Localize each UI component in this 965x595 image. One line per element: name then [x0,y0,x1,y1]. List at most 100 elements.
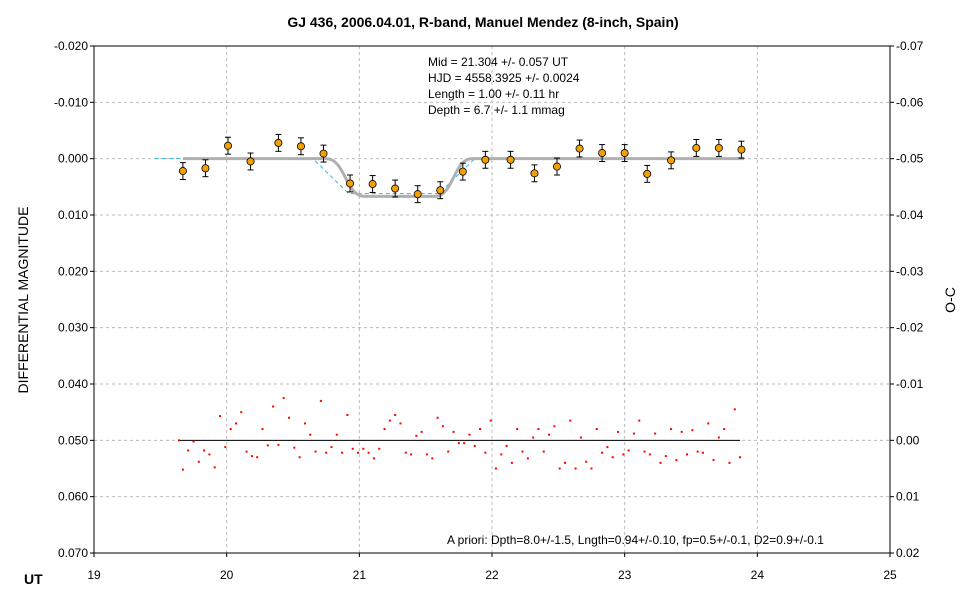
y-right-tick-label: 0.01 [896,490,920,504]
residual-point [526,457,529,460]
residual-point [250,455,253,458]
residual-point [632,432,635,435]
residual-point [479,428,482,431]
residual-point [425,453,428,456]
data-point [714,143,723,152]
data-point [178,167,187,176]
residual-point [473,444,476,447]
data-point [530,169,539,178]
y-right-tick-label: -0.06 [896,95,924,109]
data-point [319,149,328,158]
data-point [223,141,232,150]
residual-point [659,461,662,464]
data-point [201,164,210,173]
residual-point [675,459,678,462]
residual-point [266,444,269,447]
residual-point [208,453,211,456]
y-axis-right-ticks: -0.07 -0.06 -0.05 -0.04 -0.03 -0.02 -0.01 0.00 0… [890,39,924,560]
residual-point [622,453,625,456]
y-tick-label: -0.020 [54,39,88,53]
residual-point [595,428,598,431]
residual-point [510,461,513,464]
residual-point [707,422,710,425]
residual-point [648,453,651,456]
residual-point [357,451,360,454]
residual-point [245,450,248,453]
residual-point [516,428,519,431]
residual-point [177,439,180,442]
residual-point [351,447,354,450]
data-point [391,184,400,193]
residual-point [670,428,673,431]
residual-point [468,433,471,436]
residual-point [452,430,455,433]
residual-point [388,419,391,422]
data-point [737,145,746,154]
fit-annotation-hjd: HJD = 4558.3925 +/- 0.0024 [428,71,580,85]
residual-point [234,422,237,425]
y-tick-label: 0.010 [58,208,88,222]
y-tick-label: -0.010 [54,95,88,109]
residual-point [229,428,232,431]
data-point [667,156,676,165]
residual-point [654,432,657,435]
residual-point [372,457,375,460]
y-right-tick-label: -0.05 [896,152,924,166]
residual-point [601,451,604,454]
residual-point [219,415,222,418]
y-axis-label-left: DIFFERENTIAL MAGNITUDE [15,207,31,394]
y-right-tick-label: -0.07 [896,39,924,53]
residual-point [574,467,577,470]
residual-point [585,460,588,463]
residual-point [579,436,582,439]
residual-point [537,428,540,431]
residual-point [404,451,407,454]
residual-point [261,428,264,431]
residual-point [611,456,614,459]
x-axis-label: UT [24,571,43,587]
residual-point [638,419,641,422]
data-point [692,143,701,152]
y-tick-label: 0.030 [58,321,88,335]
residual-point [521,450,524,453]
data-point [506,155,515,164]
residual-point [346,413,349,416]
residual-point [399,422,402,425]
residual-point [341,451,344,454]
residual-point [553,425,556,428]
fit-model-curve [182,157,745,198]
data-point [436,186,445,195]
residual-point [701,451,704,454]
residual-point [378,447,381,450]
residual-point [181,468,184,471]
y-right-tick-label: 0.02 [896,546,920,560]
y-axis-label-right: O-C [942,287,958,313]
residual-point [367,451,370,454]
residual-point [617,430,620,433]
x-tick-label: 24 [751,568,765,582]
residual-point [436,416,439,419]
data-point [346,179,355,188]
residual-point [415,434,418,437]
gridlines [94,46,890,553]
y-right-tick-label: -0.02 [896,321,924,335]
x-tick-label: 23 [618,568,632,582]
residual-point [558,467,561,470]
residual-point [330,446,333,449]
data-point [620,149,629,158]
residual-point [394,413,397,416]
y-right-tick-label: -0.01 [896,377,924,391]
y-tick-label: 0.000 [58,152,88,166]
residual-point [717,436,720,439]
x-tick-label: 19 [87,568,101,582]
residual-point [664,455,667,458]
y-axis-left-ticks: -0.020 -0.010 0.000 0.010 0.020 0.030 0.040 0.0… [54,39,94,560]
chart-title: GJ 436, 2006.04.01, R-band, Manuel Mende… [287,14,678,30]
residual-point [256,456,259,459]
residual-point [733,408,736,411]
residual-point [431,457,434,460]
y-tick-label: 0.050 [58,433,88,447]
residual-point [712,459,715,462]
